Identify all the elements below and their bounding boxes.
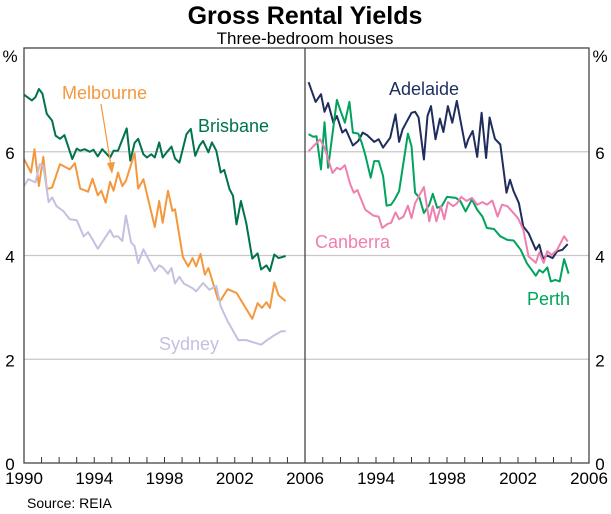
source-note: Source: REIA <box>27 495 112 511</box>
series-line-brisbane <box>23 88 286 273</box>
x-tick-label: 2006 <box>286 469 324 488</box>
series-line-melbourne <box>23 148 287 320</box>
y-tick-label-right: 4 <box>595 248 604 267</box>
series-line-adelaide <box>307 81 569 260</box>
y-tick-label-right: 6 <box>595 144 604 163</box>
x-tick-label: 1998 <box>428 469 466 488</box>
series-label-sydney: Sydney <box>159 334 219 354</box>
y-tick-label-left: 2 <box>5 351 14 370</box>
series-label-adelaide: Adelaide <box>389 79 459 99</box>
chart-title: Gross Rental Yields <box>188 2 423 30</box>
melbourne-arrow-head <box>107 162 115 174</box>
y-tick-label-right: 0 <box>595 455 604 474</box>
x-tick-label: 1994 <box>75 469 113 488</box>
x-tick-label: 2002 <box>499 469 537 488</box>
x-tick-label: 1994 <box>357 469 395 488</box>
x-tick-label: 1990 <box>5 469 43 488</box>
series-label-brisbane: Brisbane <box>198 116 269 136</box>
series-label-canberra: Canberra <box>315 232 391 252</box>
melbourne-arrow-line <box>100 103 112 167</box>
series-line-sydney <box>23 163 286 346</box>
y-axis-unit-right: % <box>592 47 607 66</box>
y-tick-label-right: 2 <box>595 351 604 370</box>
x-tick-label: 2002 <box>216 469 254 488</box>
chart-subtitle: Three-bedroom houses <box>217 29 394 48</box>
y-tick-label-left: 4 <box>5 248 14 267</box>
y-tick-label-left: 6 <box>5 144 14 163</box>
series-label-melbourne: Melbourne <box>62 83 147 103</box>
plot-frame <box>23 47 590 464</box>
y-axis-unit-left: % <box>2 47 17 66</box>
x-tick-label: 2006 <box>570 469 608 488</box>
x-tick-label: 1998 <box>146 469 184 488</box>
series-label-perth: Perth <box>527 289 570 309</box>
series-line-canberra <box>307 138 569 264</box>
y-tick-label-left: 0 <box>5 455 14 474</box>
